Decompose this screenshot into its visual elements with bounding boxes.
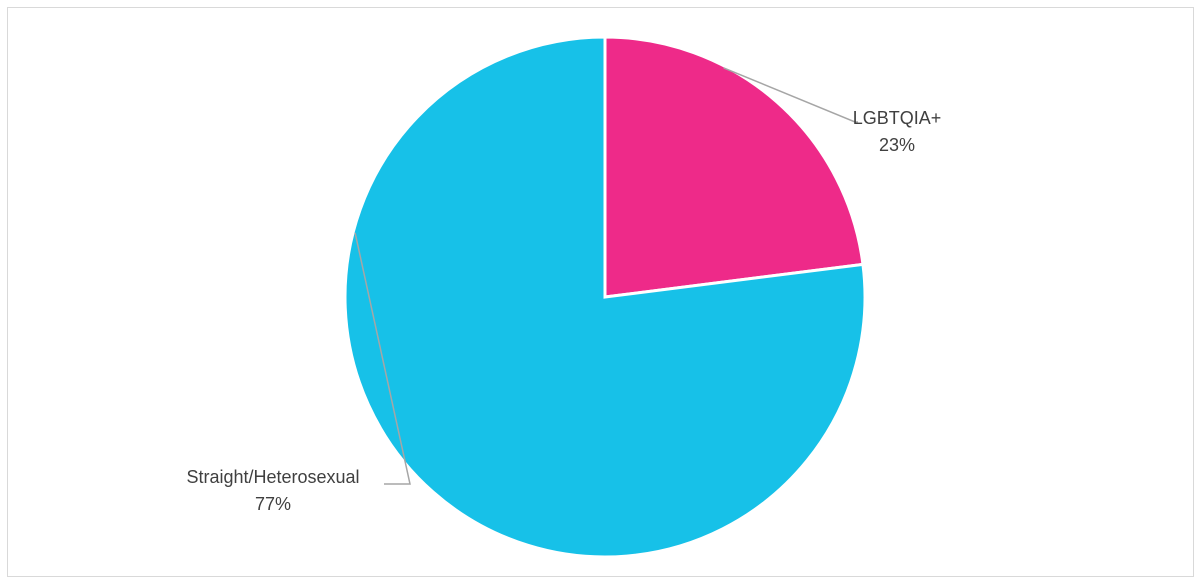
slice-label-straight: Straight/Heterosexual — [186, 467, 359, 487]
leader-lines — [354, 67, 858, 485]
pie-slices — [343, 35, 867, 559]
slice-percent-straight: 77% — [255, 494, 291, 514]
slice-label-lgbtqia: LGBTQIA+ — [853, 108, 942, 128]
leader-line-lgbtqia — [723, 67, 858, 123]
leader-line-straight — [354, 232, 411, 485]
pie-slice-straight-heterosexual — [343, 35, 867, 559]
slice-percent-lgbtqia: 23% — [879, 135, 915, 155]
pie-slice-lgbtqia — [603, 35, 865, 299]
